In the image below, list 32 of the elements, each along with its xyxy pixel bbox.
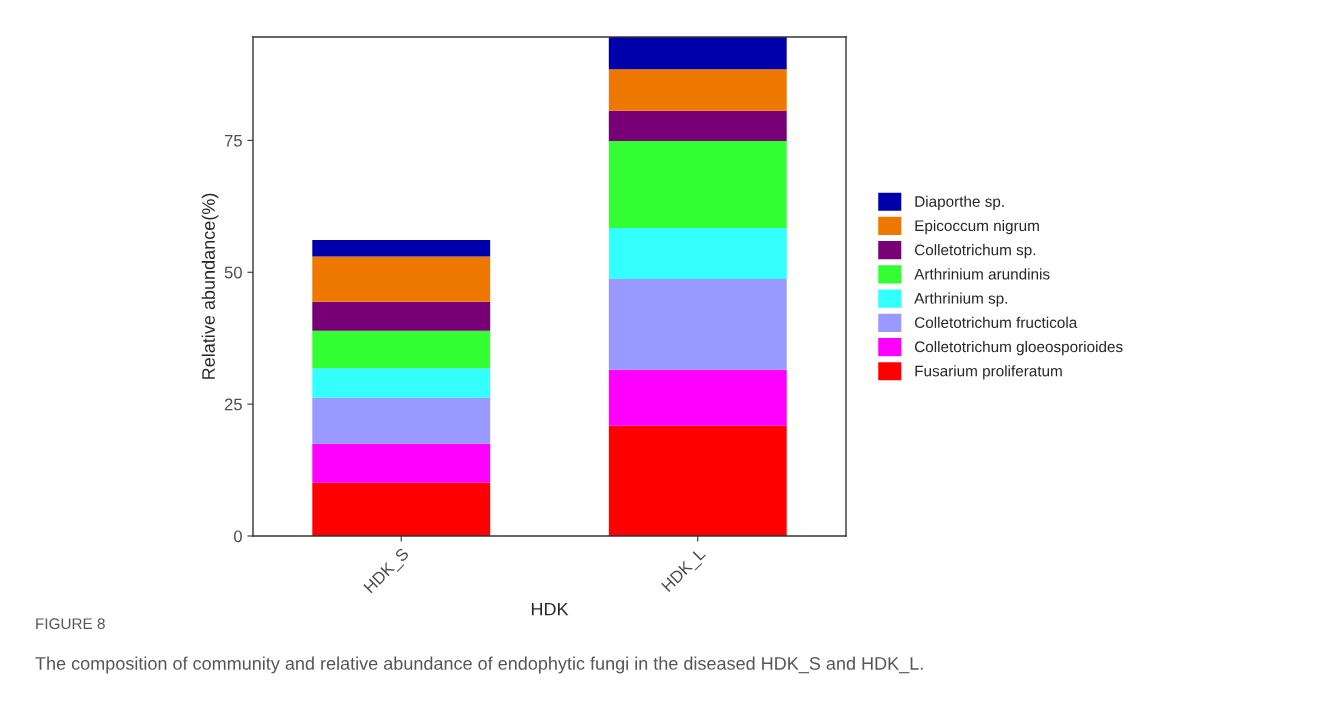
legend-label: Epicoccum nigrum — [915, 219, 1039, 235]
bar — [608, 227, 787, 280]
bar — [608, 37, 787, 70]
bar — [312, 330, 491, 369]
bar — [312, 482, 491, 536]
legend-label: Colletotrichum gloeosporioides — [914, 340, 1123, 356]
legend-label: Arthrinium sp. — [914, 292, 1008, 307]
y-tick-label: 50 — [224, 266, 242, 279]
legend-label: Colletotrichum sp. — [914, 244, 1036, 259]
text: The composition of community and relative abundance of endophytic fungi in the diseased HDK_S and HDK_L. — [35, 656, 923, 674]
bar — [608, 369, 787, 426]
bar — [312, 301, 491, 331]
bar — [312, 397, 491, 444]
legend-label: Arthrinium arundinis — [914, 268, 1050, 280]
y-axis-title: Relative abundance(%) — [201, 193, 219, 379]
y-tick-label: 0 — [233, 530, 242, 543]
bar — [608, 425, 787, 536]
caption: FIGURE 8 — [36, 618, 105, 630]
bar — [312, 443, 491, 483]
legend-label: Colletotrichum fructicola — [914, 316, 1078, 328]
bar — [312, 240, 491, 257]
y-tick-label: 75 — [224, 134, 242, 147]
bar — [608, 279, 787, 370]
bar — [312, 256, 491, 302]
legend-label: Fusarium proliferatum — [915, 365, 1062, 380]
bar — [608, 69, 787, 111]
y-tick-label: 25 — [224, 398, 242, 411]
bar — [608, 140, 787, 228]
x-axis-title: HDK — [531, 602, 569, 616]
legend-label: Diaporthe sp. — [915, 195, 1004, 210]
bar — [312, 368, 491, 398]
bar — [608, 110, 787, 141]
